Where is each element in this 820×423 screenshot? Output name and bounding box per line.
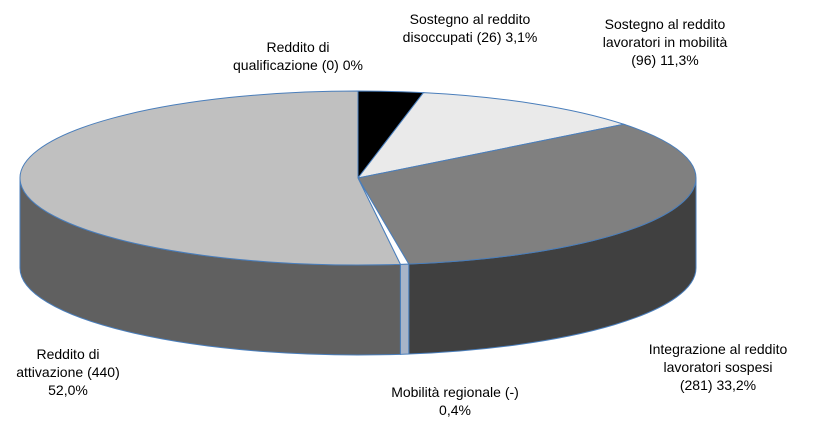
count-label: (440) [87, 364, 120, 380]
slice-label: Sostegno al reddito lavoratori in mobili… [578, 15, 753, 69]
slice-label: Mobilità regionale (-) 0,4% [370, 383, 540, 419]
value-label: 33,2% [716, 377, 757, 393]
pie-slice [357, 123, 697, 265]
value-label: 52,0% [48, 382, 88, 398]
category-label: Mobilità regionale [391, 384, 501, 400]
category-label: Reddito di qualificazione [233, 39, 330, 73]
pie-slice [19, 90, 402, 266]
value-label: 3,1% [505, 29, 538, 45]
slice-label: Reddito di attivazione (440) 52,0% [3, 345, 133, 399]
count-label: (-) [504, 384, 519, 400]
count-label: (96) [631, 52, 657, 68]
count-label: (281) [679, 377, 713, 393]
count-label: (0) [321, 57, 339, 73]
count-label: (26) [476, 29, 502, 45]
value-label: 0,4% [439, 402, 471, 418]
pie-side [399, 263, 410, 355]
category-label: Integrazione al reddito lavoratori sospe… [648, 341, 788, 375]
category-label: Sostegno al reddito lavoratori in mobili… [602, 16, 728, 50]
value-label: 11,3% [660, 52, 699, 68]
pie-slice [356, 92, 626, 179]
category-label: Sostegno al reddito disoccupati [402, 11, 531, 45]
slice-label: Integrazione al reddito lavoratori sospe… [626, 340, 811, 394]
category-label: Reddito di attivazione [16, 346, 100, 380]
slice-label: Sostegno al reddito disoccupati (26) 3,1… [375, 10, 565, 46]
value-label: 0% [342, 57, 363, 73]
slice-label: Reddito di qualificazione (0) 0% [223, 38, 373, 74]
